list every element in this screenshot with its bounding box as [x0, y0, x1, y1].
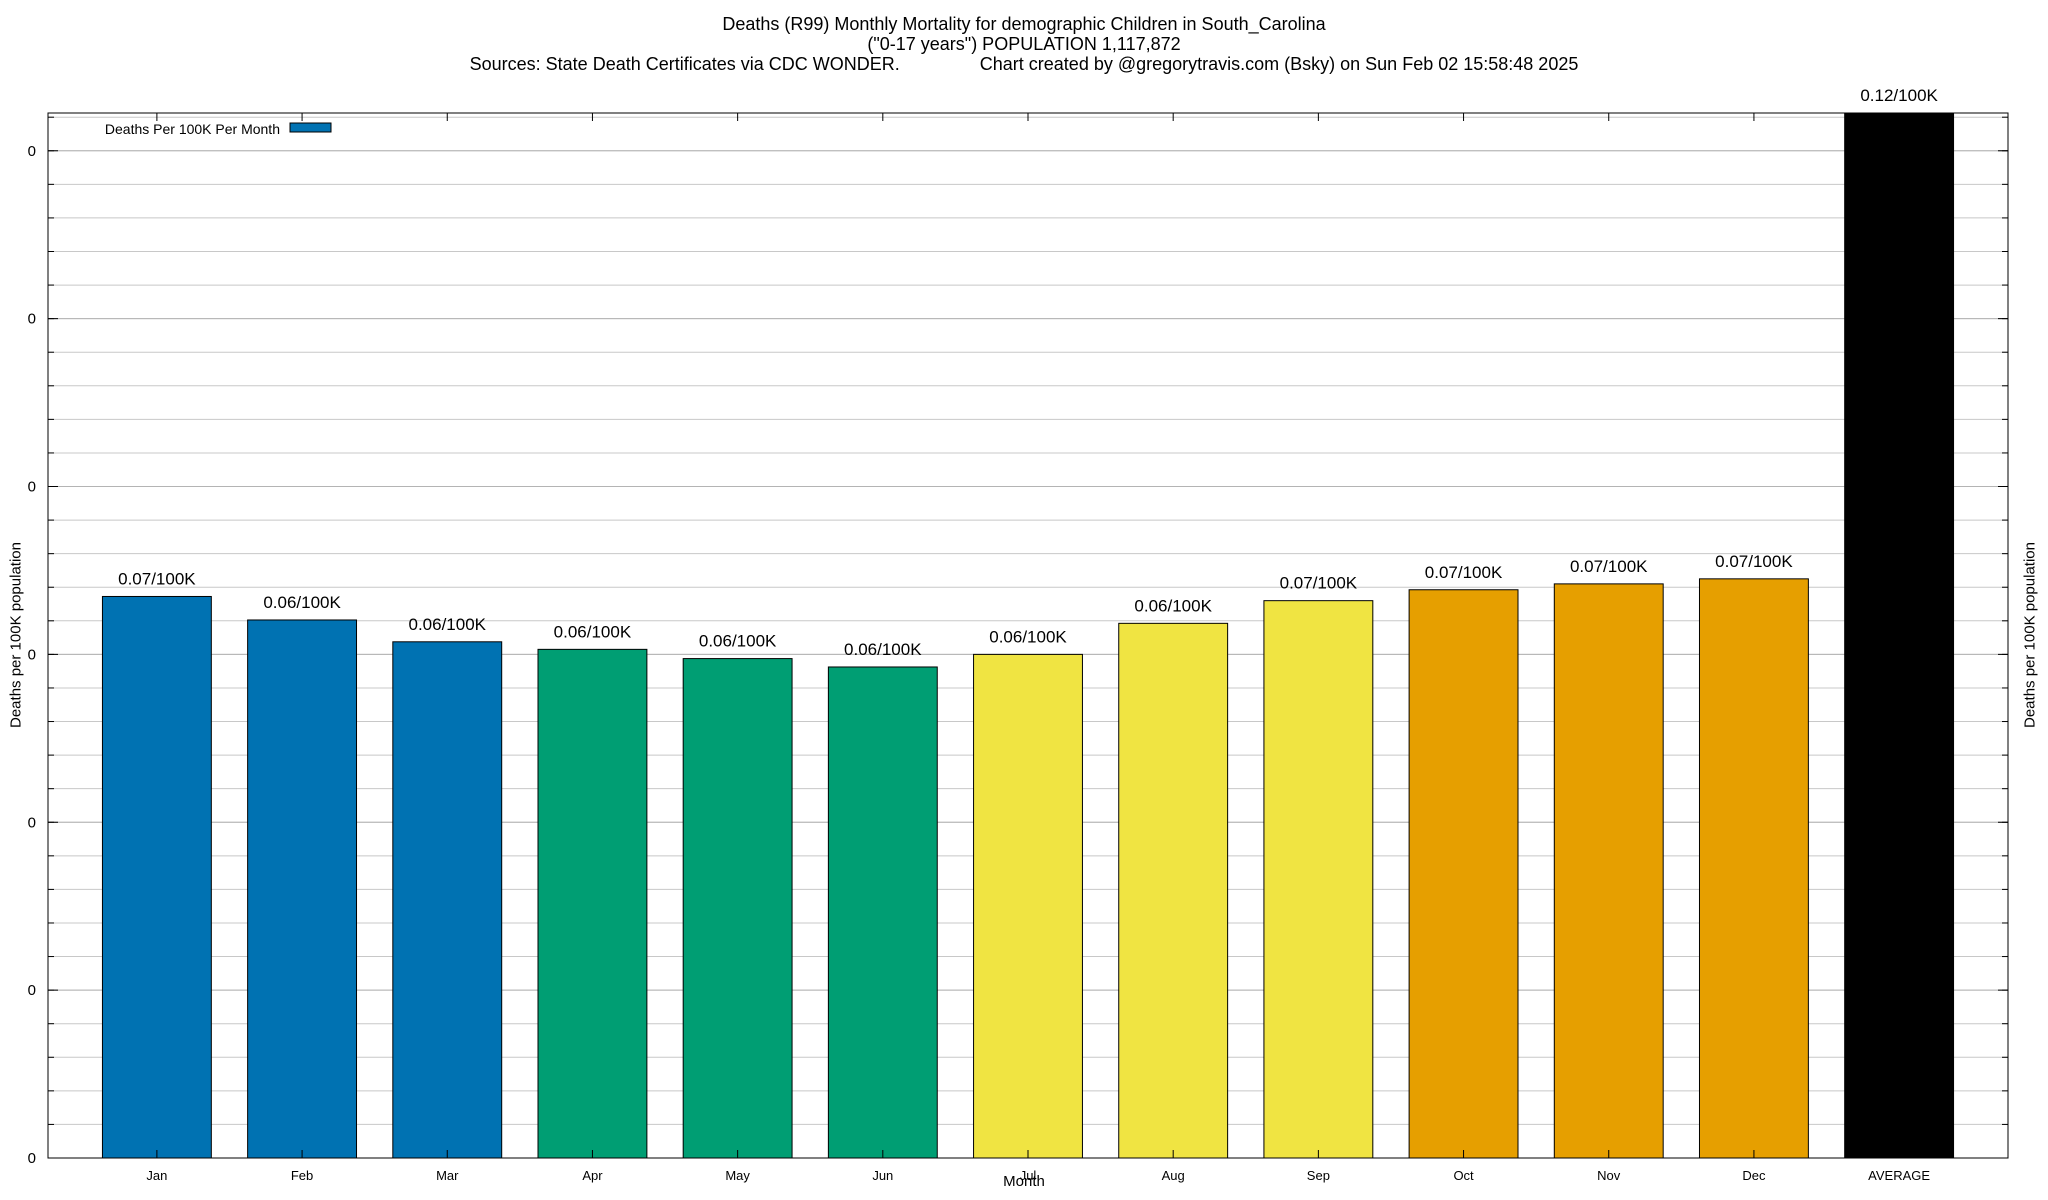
bar-jun [827, 666, 938, 1159]
x-tick-label: Feb [291, 1168, 313, 1183]
bar-average [1844, 112, 1955, 1159]
x-tick-label: Dec [1742, 1168, 1766, 1183]
bar-jan [101, 595, 212, 1159]
bar-apr [537, 648, 648, 1159]
chart-title-line-3: Sources: State Death Certificates via CD… [469, 54, 1579, 74]
x-tick-label: Mar [436, 1168, 459, 1183]
bar-nov [1553, 583, 1664, 1159]
x-tick-label: Jun [872, 1168, 893, 1183]
data-label: 0.06/100K [409, 615, 487, 634]
y-tick-label: 0 [28, 646, 36, 663]
legend-label: Deaths Per 100K Per Month [105, 121, 280, 137]
y-tick-label: 0 [28, 1150, 36, 1167]
bar-may [682, 658, 793, 1159]
y-axis-label-left: Deaths per 100K population [7, 542, 25, 728]
bar-aug [1118, 622, 1229, 1159]
data-labels: Jan 0.07/100K Feb 0.06/100K Mar 0.06/100K Apr 0… [118, 86, 1938, 1183]
data-label: 0.06/100K [989, 627, 1067, 646]
x-axis-label: Month [1003, 1173, 1045, 1190]
x-tick-label: Oct [1453, 1168, 1474, 1183]
y-tick-label: 0 [28, 982, 36, 999]
x-tick-label: Sep [1307, 1168, 1330, 1183]
data-label: 0.06/100K [699, 632, 777, 651]
y-tick-label: 0 [28, 814, 36, 831]
bar-dec [1698, 578, 1809, 1159]
data-label: 0.06/100K [554, 622, 632, 641]
bar-oct [1408, 589, 1519, 1159]
y-axis-label-right: Deaths per 100K population [2021, 542, 2039, 728]
data-label: 0.06/100K [844, 640, 922, 659]
x-tick-label: AVERAGE [1868, 1168, 1930, 1183]
bar-feb [247, 619, 358, 1159]
x-tick-label: Jul [1020, 1168, 1037, 1183]
data-label: 0.07/100K [1280, 574, 1358, 593]
bar-sep [1263, 600, 1374, 1159]
x-tick-label: Aug [1162, 1168, 1185, 1183]
x-tick-label: Jan [146, 1168, 167, 1183]
data-label: 0.06/100K [263, 593, 341, 612]
chart-title-line-1: Deaths (R99) Monthly Mortality for demog… [722, 14, 1326, 34]
plot-frame [47, 112, 2009, 1159]
y-tick-label: 0 [28, 143, 36, 160]
data-label: 0.12/100K [1860, 86, 1938, 105]
data-label: 0.07/100K [1715, 552, 1793, 571]
legend-swatch [289, 122, 332, 133]
data-label: 0.06/100K [1134, 596, 1212, 615]
chart-title-line-2: ("0-17 years") POPULATION 1,117,872 [867, 34, 1181, 54]
x-tick-label: Apr [582, 1168, 603, 1183]
data-label: 0.07/100K [1570, 557, 1648, 576]
x-tick-label: May [725, 1168, 750, 1183]
bars [101, 112, 1955, 1159]
x-tick-label: Nov [1597, 1168, 1621, 1183]
data-label: 0.07/100K [118, 569, 196, 588]
y-tick-label: 0 [28, 311, 36, 328]
data-label: 0.07/100K [1425, 563, 1503, 582]
bar-mar [392, 641, 503, 1159]
bar-jul [973, 653, 1083, 1159]
legend: Deaths Per 100K Per Month [105, 121, 332, 137]
y-tick-label: 0 [28, 479, 36, 496]
